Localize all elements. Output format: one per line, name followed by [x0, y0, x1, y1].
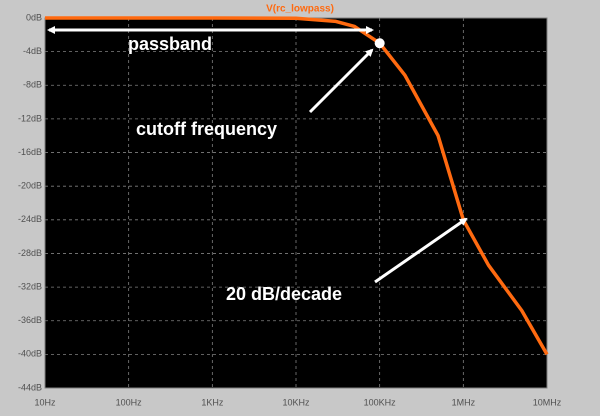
y-tick-label: -36dB: [18, 315, 42, 325]
cutoff-arrow: [308, 48, 374, 114]
y-tick-label: -40dB: [18, 349, 42, 359]
y-tick-label: -44dB: [18, 382, 42, 392]
y-tick-label: -8dB: [23, 80, 42, 90]
x-tick-label: 100KHz: [364, 397, 397, 407]
x-tick-label: 100Hz: [116, 397, 143, 407]
y-tick-label: -32dB: [18, 281, 42, 291]
y-tick-label: 0dB: [26, 12, 42, 22]
y-tick-label: -28dB: [18, 248, 42, 258]
grid: [44, 17, 548, 389]
y-tick-label: -4dB: [23, 46, 42, 56]
x-tick-label: 10Hz: [34, 397, 56, 407]
chart-title: V(rc_lowpass): [266, 4, 334, 15]
y-tick-label: -24dB: [18, 214, 42, 224]
series: [45, 16, 549, 356]
annotation: 20 dB/decade: [226, 284, 342, 304]
slope-arrow: [374, 217, 468, 284]
x-tick-label: 10KHz: [282, 397, 310, 407]
x-tick-label: 10MHz: [533, 397, 562, 407]
annotation: cutoff frequency: [136, 119, 277, 139]
x-tick-label: 1MHz: [452, 397, 476, 407]
y-tick-label: -20dB: [18, 181, 42, 191]
cutoff-marker: [374, 38, 385, 49]
annotation: passband: [128, 34, 212, 54]
y-tick-label: -12dB: [18, 113, 42, 123]
y-tick-label: -16dB: [18, 147, 42, 157]
x-tick-label: 1KHz: [201, 397, 224, 407]
